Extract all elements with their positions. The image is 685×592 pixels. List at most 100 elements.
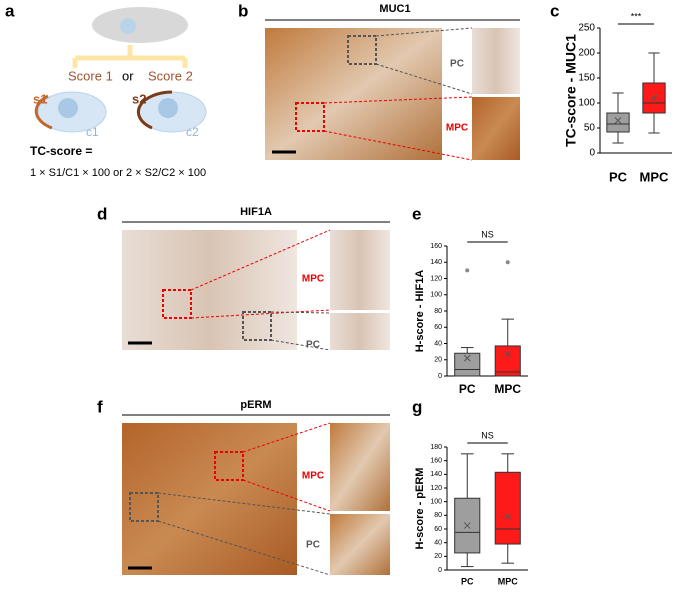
s-label: s1	[33, 91, 47, 106]
y-tick-label: 0	[438, 373, 442, 380]
inset-label: PC	[306, 340, 320, 351]
x-tick-label: MPC	[494, 382, 521, 396]
panel-label: d	[97, 204, 107, 223]
image-title: MUC1	[379, 3, 410, 15]
y-tick-label: 120	[430, 485, 442, 492]
inset-image	[330, 514, 390, 575]
panel-b: MUC1 PC MPC	[265, 3, 520, 161]
mean-marker	[463, 354, 471, 362]
y-tick-label: 120	[430, 275, 442, 282]
inset-label: PC	[306, 540, 320, 551]
y-tick-label: 60	[434, 526, 442, 533]
y-axis-label: H-score - HIF1A	[414, 270, 426, 353]
box	[494, 345, 521, 377]
s-label: s2	[132, 91, 146, 106]
inset-label: PC	[450, 59, 464, 70]
stain	[136, 90, 173, 130]
y-tick-label: 200	[578, 48, 595, 59]
y-tick-label: 20	[434, 357, 442, 364]
x-tick-label: PC	[609, 169, 628, 184]
significance-label: ***	[631, 11, 642, 21]
outlier	[505, 260, 510, 265]
inset-image	[472, 28, 520, 94]
y-tick-label: 50	[584, 123, 596, 134]
c-label: c1	[86, 125, 99, 139]
image-title: HIF1A	[240, 206, 272, 218]
roi-box	[129, 492, 159, 522]
y-tick-label: 100	[430, 292, 442, 299]
inset-image	[330, 423, 390, 511]
box	[454, 352, 481, 377]
panel-label: g	[412, 397, 422, 416]
score-label: Score 1	[68, 68, 113, 83]
inset-image	[330, 313, 390, 350]
y-tick-label: 60	[434, 324, 442, 331]
box	[494, 471, 521, 545]
y-tick-label: 100	[578, 98, 595, 109]
roi-box	[214, 451, 244, 481]
or-label: or	[122, 68, 134, 83]
outlier	[465, 268, 470, 273]
zoom-line	[242, 422, 331, 512]
panel-d: HIF1A MPC PC	[122, 206, 390, 351]
x-tick-label: MPC	[640, 169, 670, 184]
stain	[34, 94, 53, 130]
zoom-line	[323, 96, 473, 161]
panel-label: a	[5, 1, 15, 20]
roi-box	[242, 311, 272, 341]
micrograph	[265, 28, 442, 160]
mean-marker	[614, 117, 622, 124]
formula-title: TC-score =	[30, 144, 92, 158]
y-tick-label: 40	[434, 340, 442, 347]
y-tick-label: 100	[430, 499, 442, 506]
panel-label: c	[550, 1, 559, 20]
y-axis-label: TC-score - MUC1	[563, 34, 579, 147]
mean-marker	[650, 94, 658, 102]
x-tick-label: PC	[461, 576, 474, 586]
y-tick-label: 0	[589, 148, 595, 159]
score-label: Score 2	[148, 68, 193, 83]
y-tick-label: 20	[434, 553, 442, 560]
y-tick-label: 0	[438, 567, 442, 574]
zoom-line	[375, 27, 473, 95]
nucleus	[158, 98, 178, 118]
mean-marker	[504, 350, 512, 358]
roi-box	[347, 35, 377, 65]
inset-image	[472, 97, 520, 160]
micrograph	[122, 230, 297, 350]
significance-label: NS	[481, 430, 494, 440]
y-tick-label: 180	[430, 444, 442, 451]
zoom-line	[157, 492, 331, 576]
y-tick-label: 140	[430, 259, 442, 266]
arrow	[72, 45, 188, 68]
y-tick-label: 140	[430, 471, 442, 478]
y-tick-label: 80	[434, 308, 442, 315]
mean-marker	[463, 522, 471, 529]
box	[606, 112, 630, 133]
y-tick-label: 40	[434, 540, 442, 547]
roi-box	[295, 102, 325, 132]
x-tick-label: MPC	[498, 576, 519, 586]
y-tick-label: 80	[434, 512, 442, 519]
significance-label: NS	[481, 229, 494, 239]
y-tick-label: 160	[430, 458, 442, 465]
panel-label: b	[238, 1, 248, 20]
cell	[120, 18, 136, 34]
y-tick-label: 150	[578, 73, 595, 84]
y-tick-label: 250	[578, 23, 595, 34]
inset-label: MPC	[446, 123, 468, 134]
panel-a: Score 1 or Score 2 s1 c1 s2 c2 TC-score …	[30, 7, 207, 179]
panel-f: pERM MPC PC	[122, 399, 390, 576]
formula: 1 × S1/C1 × 100 or 2 × S2/C2 × 100	[30, 167, 206, 179]
inset-image	[330, 230, 390, 310]
zoom-line	[190, 229, 331, 319]
inset-label: MPC	[302, 471, 324, 482]
x-tick-label: PC	[459, 382, 476, 396]
cell-cluster	[92, 7, 188, 43]
c-label: c2	[186, 125, 199, 139]
roi-box	[162, 289, 192, 319]
y-axis-label: H-score - pERM	[414, 468, 426, 550]
nucleus	[58, 98, 78, 118]
y-tick-label: 160	[430, 243, 442, 250]
